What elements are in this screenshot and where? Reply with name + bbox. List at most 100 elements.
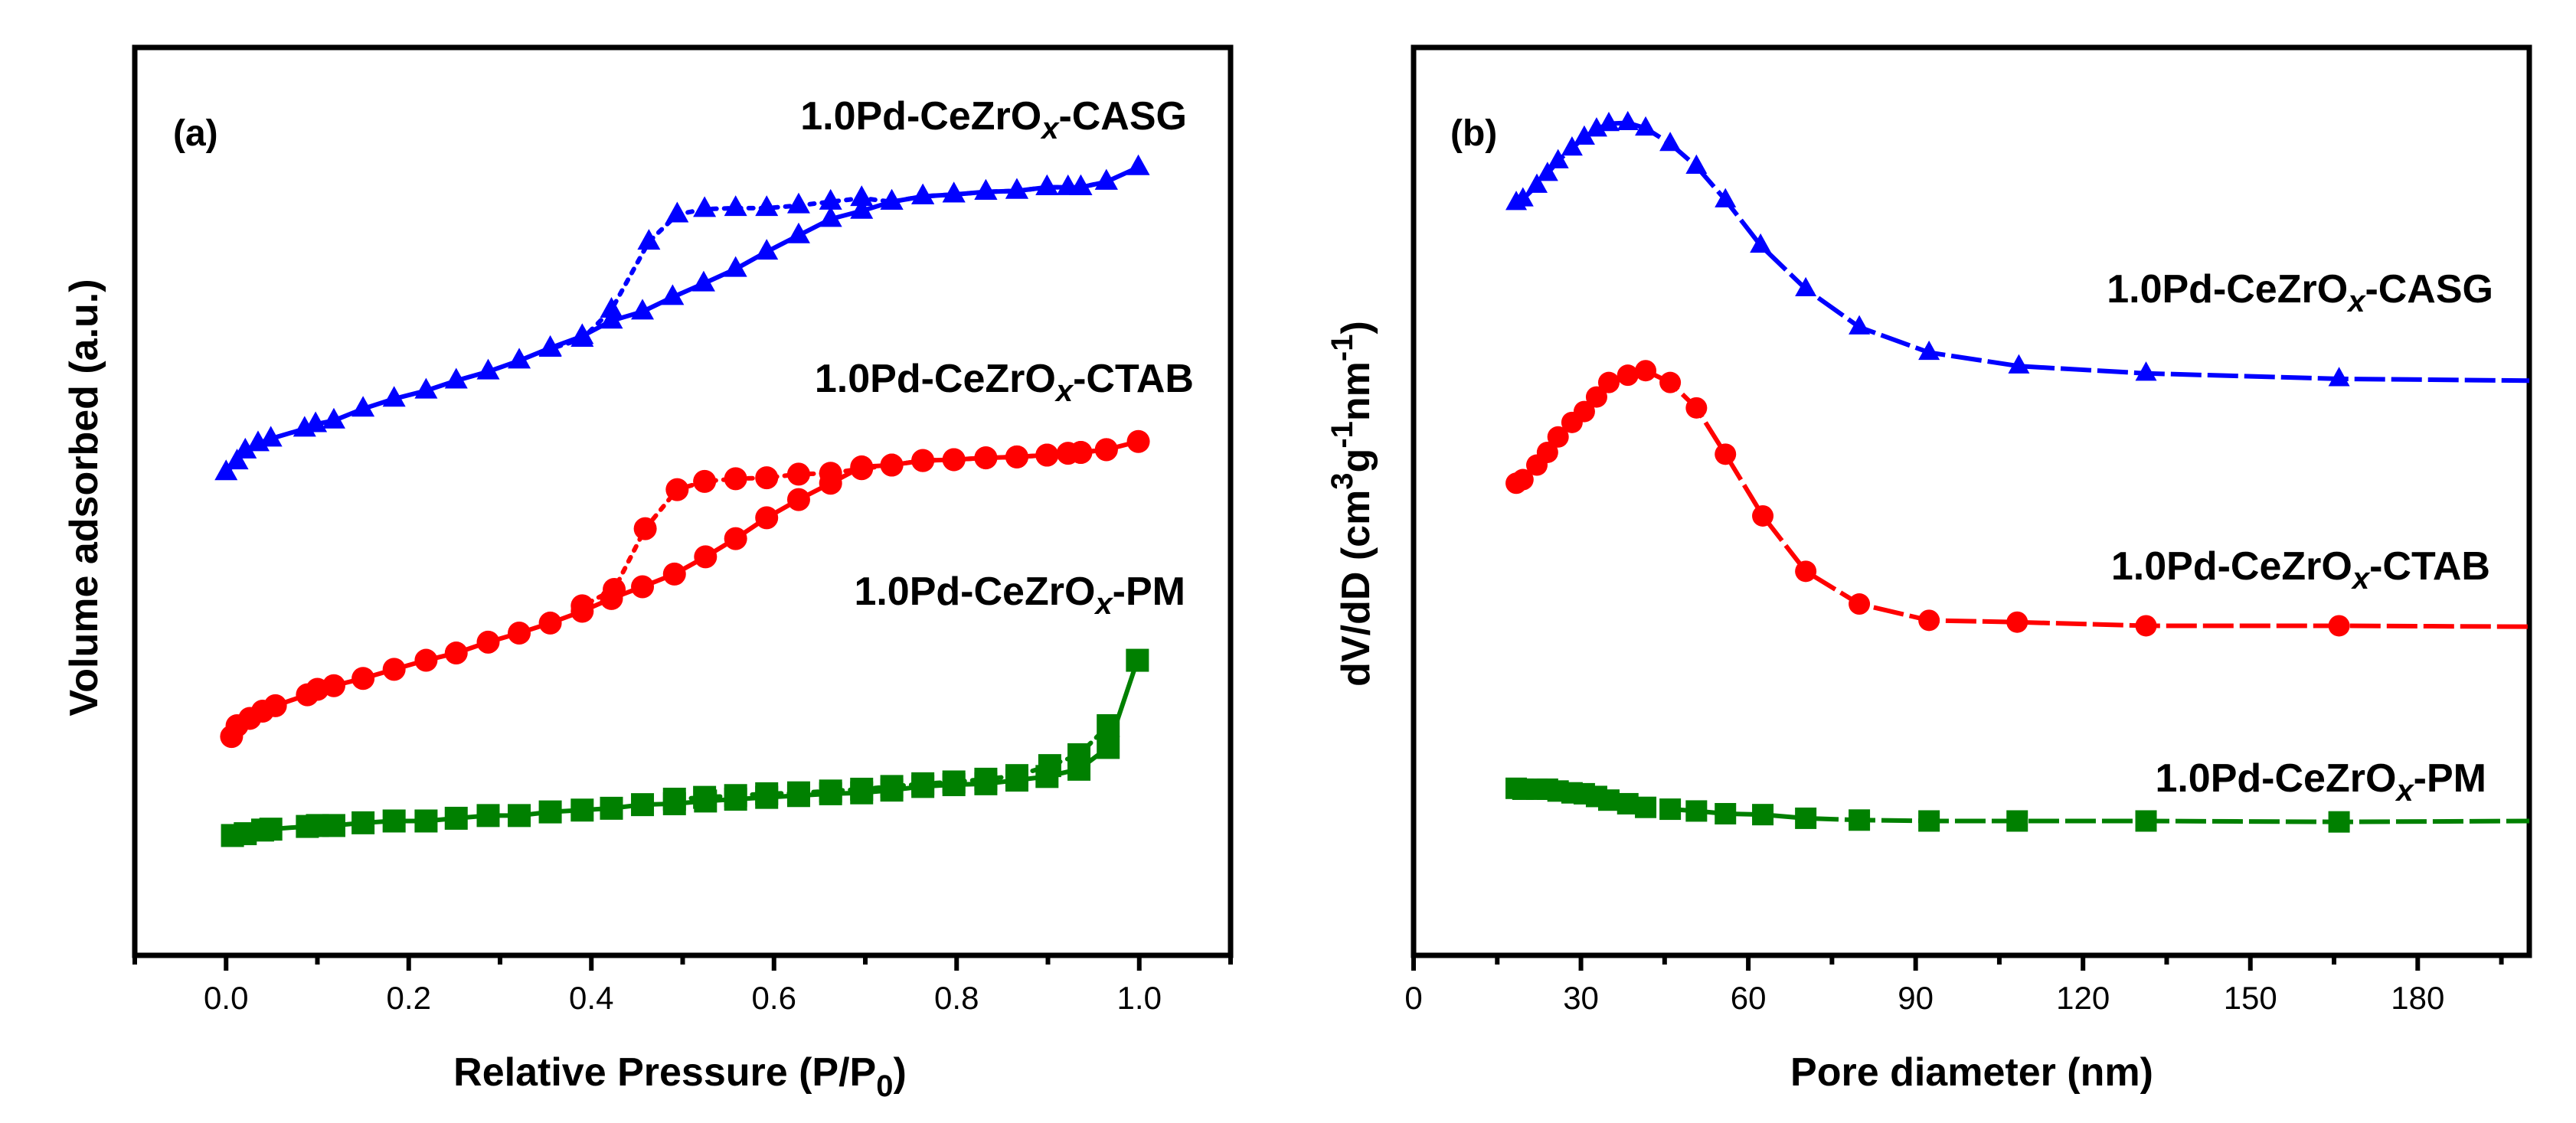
data-point [1635,360,1657,382]
adsorption-point [538,611,562,635]
data-point [1849,315,1871,335]
data-point [1573,400,1595,423]
series-label-subscript: x [2346,285,2366,318]
adsorption-point [662,562,686,586]
adsorption-point [322,407,345,429]
series-square-2 [221,648,1149,847]
adsorption-point [322,674,345,697]
x-tick-label: 0.4 [569,980,613,1016]
adsorption-point [322,814,345,837]
data-point [1561,136,1583,156]
adsorption-point [414,648,438,672]
desorption-point [911,772,935,795]
x-tick-label: 30 [1563,980,1599,1016]
panel-label: (a) [173,113,218,154]
series-label-text: 1.0Pd-CeZrO [815,357,1056,401]
desorption-point [1005,445,1028,468]
desorption-point [974,446,998,470]
desorption-point [1067,743,1091,766]
adsorption-point [755,239,779,260]
adsorption-point [786,222,810,243]
desorption-point [1038,754,1061,778]
adsorption-point [444,367,468,389]
adsorption-point [538,800,562,824]
series-circle-1 [1505,360,2530,637]
desorption-point [665,478,689,501]
adsorption-point [600,796,623,820]
desorption-point [942,181,966,203]
adsorption-point [304,411,328,433]
adsorption-point [351,811,375,834]
adsorption-point [259,818,283,841]
x-axis-label-text: Relative Pressure (P/P [453,1050,876,1095]
series-label-text: -PM [1113,570,1185,614]
adsorption-point [1126,154,1150,175]
desorption-point [724,195,747,217]
desorption-point [786,781,810,805]
x-tick-label: 0.2 [387,980,431,1016]
series-label: 1.0Pd-CeZrOx-PM [2155,756,2486,808]
adsorption-point [755,506,779,530]
series-label-text: 1.0Pd-CeZrO [2107,267,2348,312]
data-point [2328,615,2350,637]
data-point [1659,371,1682,393]
desorption-point [1094,168,1118,190]
desorption-point [755,466,779,490]
desorption-point [1005,764,1028,788]
data-point [1585,386,1607,408]
desorption-point [665,201,689,223]
adsorption-point [476,630,500,654]
series-label: 1.0Pd-CeZrOx-CASG [800,94,1187,145]
adsorption-point [382,809,406,833]
data-point [1685,800,1708,822]
desorption-point [1035,174,1059,195]
x-tick-label: 120 [2056,980,2110,1016]
desorption-point [1035,443,1059,467]
x-axis-label: Pore diameter (nm) [1790,1050,2153,1095]
adsorption-point [786,488,810,511]
y-axis-label-superscript: -1 [1326,335,1359,362]
y-axis-label: dV/dD (cm3g-1nm-1) [1326,321,1378,687]
adsorption-point [225,449,249,470]
series-label-text: 1.0Pd-CeZrO [2111,544,2352,589]
series-label-text: 1.0Pd-CeZrO [2155,756,2396,801]
adsorption-point [819,206,842,227]
desorption-point [942,448,966,472]
data-point [1597,112,1620,132]
data-point [2135,810,2157,832]
x-tick-label: 90 [1898,980,1934,1016]
series-square-2 [1505,777,2530,833]
adsorption-point [214,459,238,481]
adsorption-point [351,396,375,417]
desorption-point [911,183,935,204]
adsorption-point [234,437,257,459]
series-label: 1.0Pd-CeZrOx-PM [854,570,1185,621]
series-label-text: -CTAB [2369,544,2490,589]
desorption-point [911,449,935,472]
data-point [2328,367,2350,387]
data-point [2006,611,2028,633]
desorption-point [880,453,904,477]
data-point [1795,276,1817,297]
y-axis-label-text: g [1334,449,1378,473]
data-point [1795,560,1817,583]
desorption-point [724,467,747,491]
data-point [1536,162,1558,181]
adsorption-point [850,198,874,219]
series-label: 1.0Pd-CeZrOx-CASG [2107,267,2493,318]
data-point [2006,810,2028,832]
desorption-point [600,297,623,318]
y-axis-label: Volume adsorbed (a.u.) [62,279,106,716]
series-line [1515,120,2530,384]
adsorption-point [351,667,375,690]
desorption-point [633,517,657,540]
adsorption-point [631,793,655,817]
desorption-point [974,178,998,200]
desorption-point [850,185,874,207]
desorption-point [850,457,874,481]
data-point [1715,443,1737,465]
data-point [1918,609,1940,632]
desorption-point [693,469,717,493]
x-tick-label: 0.0 [204,980,248,1016]
adsorption-point [661,284,685,305]
